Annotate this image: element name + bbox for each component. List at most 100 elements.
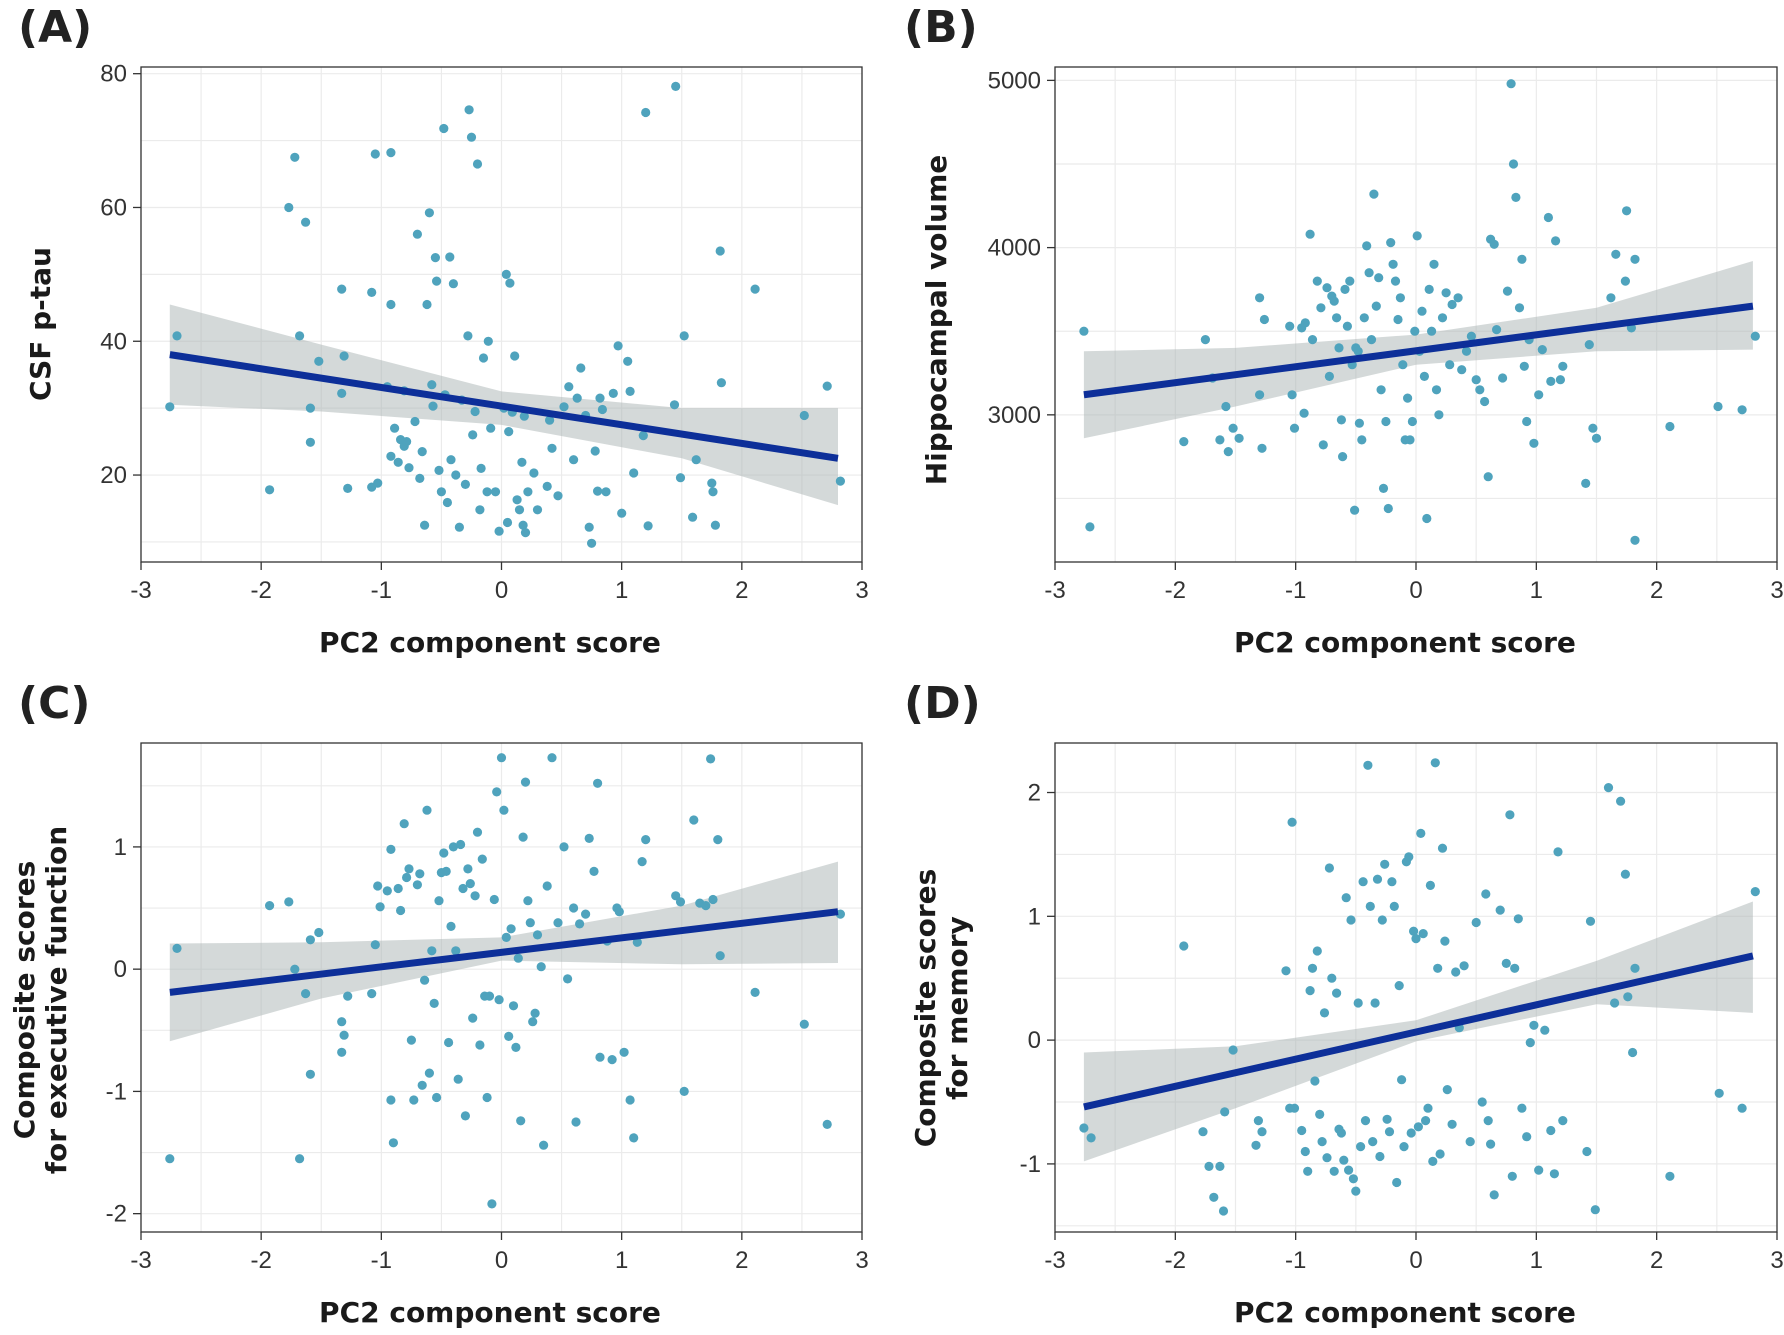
data-point xyxy=(454,522,464,532)
data-point xyxy=(688,512,698,522)
data-point xyxy=(708,487,718,497)
data-point xyxy=(1382,1114,1392,1124)
data-point xyxy=(1425,880,1435,891)
data-point xyxy=(373,478,383,488)
data-point xyxy=(1218,1206,1229,1216)
data-point xyxy=(1410,326,1420,336)
data-point xyxy=(1085,522,1095,532)
data-point xyxy=(1289,1103,1300,1113)
data-point xyxy=(669,400,680,410)
data-point xyxy=(290,152,300,162)
data-point xyxy=(1392,1177,1402,1188)
data-point xyxy=(1581,478,1591,488)
data-point xyxy=(1398,360,1408,370)
regression-line xyxy=(1083,952,1754,1111)
data-point xyxy=(1451,967,1461,977)
data-point xyxy=(1377,915,1387,925)
data-point xyxy=(607,1055,617,1065)
data-point xyxy=(1584,340,1594,350)
data-point xyxy=(1465,1137,1475,1147)
data-point xyxy=(456,839,466,850)
data-point xyxy=(641,835,651,845)
x-tick-label: -1 xyxy=(1285,577,1306,604)
data-point xyxy=(430,253,440,263)
data-point xyxy=(496,753,507,763)
data-point xyxy=(1489,1190,1499,1200)
data-point xyxy=(689,815,699,825)
data-point xyxy=(1437,313,1448,323)
data-point xyxy=(386,299,396,310)
data-point xyxy=(1483,472,1493,482)
y-tick-label: 80 xyxy=(100,61,127,88)
data-point xyxy=(691,455,701,465)
data-point xyxy=(1287,390,1297,400)
y-axis-title-line-2: for executive function xyxy=(40,826,73,1174)
data-point xyxy=(569,903,579,913)
data-point xyxy=(1220,1107,1230,1117)
data-point xyxy=(478,353,489,363)
data-point xyxy=(1505,810,1515,820)
x-tick-label: 1 xyxy=(615,577,628,604)
data-point xyxy=(1341,893,1351,903)
data-point xyxy=(1338,452,1348,462)
data-point xyxy=(475,505,485,515)
data-point xyxy=(1234,433,1244,443)
data-point xyxy=(1433,963,1443,973)
data-point xyxy=(1585,916,1596,926)
data-point xyxy=(595,393,605,403)
data-point xyxy=(1750,331,1760,341)
x-tick-label: 0 xyxy=(495,1247,508,1274)
y-tick-label: 3000 xyxy=(988,402,1041,429)
data-point xyxy=(706,754,716,764)
data-point xyxy=(1357,435,1367,445)
data-point xyxy=(716,378,727,388)
data-point xyxy=(1510,963,1520,973)
data-point xyxy=(386,451,396,461)
x-tick-label: 2 xyxy=(1650,1247,1663,1274)
data-point xyxy=(1351,1186,1361,1196)
data-point xyxy=(1375,1151,1385,1162)
data-point xyxy=(519,411,529,421)
data-point xyxy=(542,481,552,491)
data-point xyxy=(1303,1166,1313,1176)
data-point xyxy=(1395,293,1405,303)
data-point xyxy=(750,987,760,998)
fit-line xyxy=(1083,952,1754,1111)
data-point xyxy=(1387,877,1397,887)
data-point xyxy=(436,487,446,497)
data-point xyxy=(1380,859,1390,869)
data-point xyxy=(1336,415,1346,425)
data-point xyxy=(608,388,618,398)
data-point xyxy=(1502,286,1513,296)
data-point xyxy=(486,423,496,433)
data-point xyxy=(597,404,608,415)
data-point xyxy=(428,401,438,411)
data-point xyxy=(410,416,420,427)
data-point xyxy=(463,864,473,874)
data-point xyxy=(415,869,425,879)
y-tick-label: -2 xyxy=(106,1201,127,1228)
data-point xyxy=(1300,1146,1310,1157)
data-point xyxy=(617,508,627,518)
data-point xyxy=(482,1092,492,1103)
data-point xyxy=(301,217,311,227)
data-point xyxy=(420,520,430,530)
data-point xyxy=(1403,393,1413,403)
data-point xyxy=(1404,852,1414,862)
data-point xyxy=(1371,301,1381,311)
data-point xyxy=(1620,869,1630,879)
y-tick-label: 20 xyxy=(100,462,127,489)
data-point xyxy=(514,505,525,515)
data-point xyxy=(337,1017,347,1027)
data-point xyxy=(448,842,458,852)
data-point xyxy=(1665,1171,1675,1181)
data-point xyxy=(1453,293,1463,303)
data-point xyxy=(571,1117,581,1127)
data-point xyxy=(1299,408,1309,418)
data-point xyxy=(1421,1116,1431,1126)
data-point xyxy=(1630,535,1640,545)
data-point xyxy=(284,202,294,213)
data-point xyxy=(1540,1025,1550,1035)
data-point xyxy=(679,1086,689,1096)
data-point xyxy=(1259,314,1269,325)
